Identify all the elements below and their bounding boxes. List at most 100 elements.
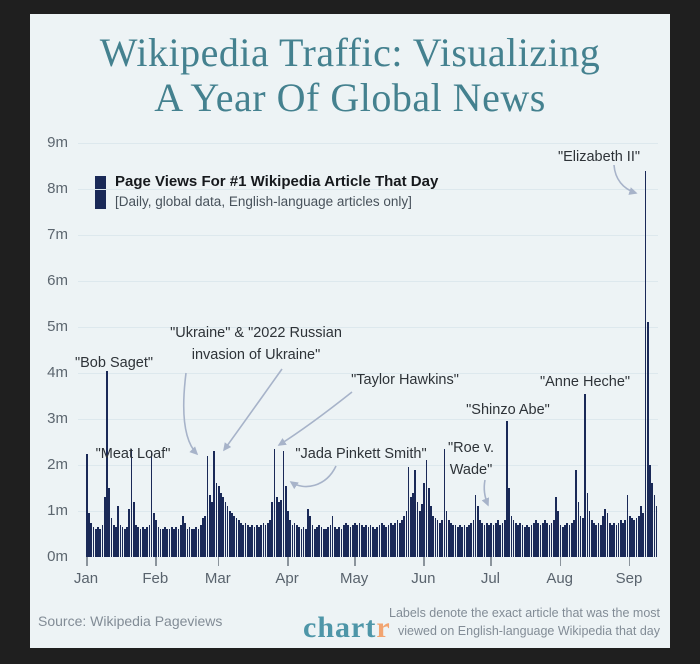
- bar: [456, 527, 459, 557]
- bar: [376, 527, 379, 557]
- bar: [246, 524, 249, 557]
- annotation-line: "Bob Saget": [74, 355, 154, 371]
- bar: [602, 515, 604, 557]
- footnote: Labels denote the exact article that was…: [389, 604, 660, 640]
- bar: [184, 522, 186, 557]
- annotation-line: invasion of Ukraine": [191, 347, 321, 363]
- bar: [139, 529, 142, 557]
- bar: [508, 488, 510, 557]
- gridline: [78, 511, 658, 512]
- annotation-line: "Shinzo Abe": [466, 402, 550, 418]
- annotation-taylor-hawkins-arrow: [277, 391, 353, 446]
- bar: [528, 527, 531, 557]
- gridline: [78, 373, 658, 374]
- chartr-logo-chart: chart: [303, 611, 377, 644]
- bar: [244, 522, 247, 557]
- bar: [188, 527, 191, 557]
- gridline: [78, 143, 658, 144]
- bar: [398, 522, 401, 557]
- bar: [358, 522, 361, 557]
- bar: [378, 524, 381, 557]
- annotation-ukraine-arrow: [182, 372, 199, 456]
- bar: [503, 520, 506, 557]
- bar: [325, 529, 327, 557]
- bar: [550, 522, 553, 557]
- bar: [568, 524, 571, 557]
- bar: [392, 524, 394, 557]
- bar: [300, 529, 303, 557]
- bar: [269, 520, 271, 557]
- bar: [135, 524, 137, 557]
- legend-subtitle: [Daily, global data, English-language ar…: [115, 194, 412, 209]
- bar-series: [86, 143, 658, 557]
- bar: [146, 527, 149, 557]
- bar: [374, 529, 376, 557]
- bar: [284, 485, 287, 557]
- bar: [535, 520, 537, 557]
- bar: [260, 524, 262, 557]
- bar: [642, 513, 645, 557]
- bar: [240, 522, 242, 557]
- bar: [211, 501, 213, 557]
- bar: [101, 524, 104, 557]
- annotation-line: "Taylor Hawkins": [351, 372, 459, 388]
- bar: [481, 522, 484, 557]
- bar: [334, 527, 336, 557]
- bar: [421, 504, 423, 557]
- annotation-meat-loaf: "Meat Loaf": [96, 443, 171, 465]
- bar: [570, 522, 573, 557]
- bar: [573, 520, 575, 557]
- x-tick-label: Aug: [546, 570, 574, 587]
- bar: [497, 520, 499, 557]
- infographic-card: Wikipedia Traffic: Visualizing A Year Of…: [30, 14, 670, 648]
- bar: [316, 527, 318, 557]
- bar: [347, 524, 350, 557]
- bar: [365, 524, 367, 557]
- annotation-arrows: [182, 164, 638, 507]
- bar: [423, 483, 426, 557]
- x-tick: [86, 557, 88, 566]
- bar: [345, 522, 347, 557]
- bar: [309, 515, 312, 557]
- bar: [99, 529, 102, 557]
- bar: [595, 524, 598, 557]
- annotation-jada-pinkett-smith: "Jada Pinkett Smith": [295, 443, 426, 465]
- bar: [472, 520, 475, 557]
- annotation-line: "Anne Heche": [539, 374, 631, 390]
- bar: [293, 522, 296, 557]
- gridline: [78, 419, 658, 420]
- y-tick-label: 8m: [47, 180, 68, 197]
- bar: [541, 522, 544, 557]
- annotation-ukraine-2-arrow: [223, 368, 283, 452]
- bar: [217, 485, 220, 557]
- bar: [394, 522, 397, 557]
- bar: [304, 529, 307, 557]
- bar: [633, 520, 636, 557]
- x-tick-label: Apr: [275, 570, 299, 587]
- bar: [590, 520, 593, 557]
- source-credit: Source: Wikipedia Pageviews: [38, 613, 223, 629]
- bar: [302, 527, 305, 557]
- bar: [150, 451, 153, 557]
- bar: [264, 524, 267, 557]
- annotation-line: "Ukraine" & "2022 Russian: [170, 325, 342, 341]
- bar: [117, 506, 119, 557]
- bar: [539, 524, 542, 557]
- bar: [557, 511, 560, 557]
- bar: [271, 501, 274, 557]
- bar: [405, 511, 408, 557]
- bar: [401, 520, 403, 557]
- bar: [575, 469, 578, 557]
- bar: [620, 520, 622, 557]
- bar: [604, 508, 607, 557]
- bar: [289, 520, 292, 557]
- bar: [488, 524, 490, 557]
- bar: [403, 515, 405, 557]
- bar: [182, 515, 184, 557]
- y-tick-label: 1m: [47, 502, 68, 519]
- bar: [90, 522, 93, 557]
- bar: [123, 529, 126, 557]
- annotation-ukraine: "Ukraine" & "2022 Russian invasion of Ukr…: [170, 322, 342, 366]
- annotation-bob-saget: "Bob Saget": [75, 352, 153, 374]
